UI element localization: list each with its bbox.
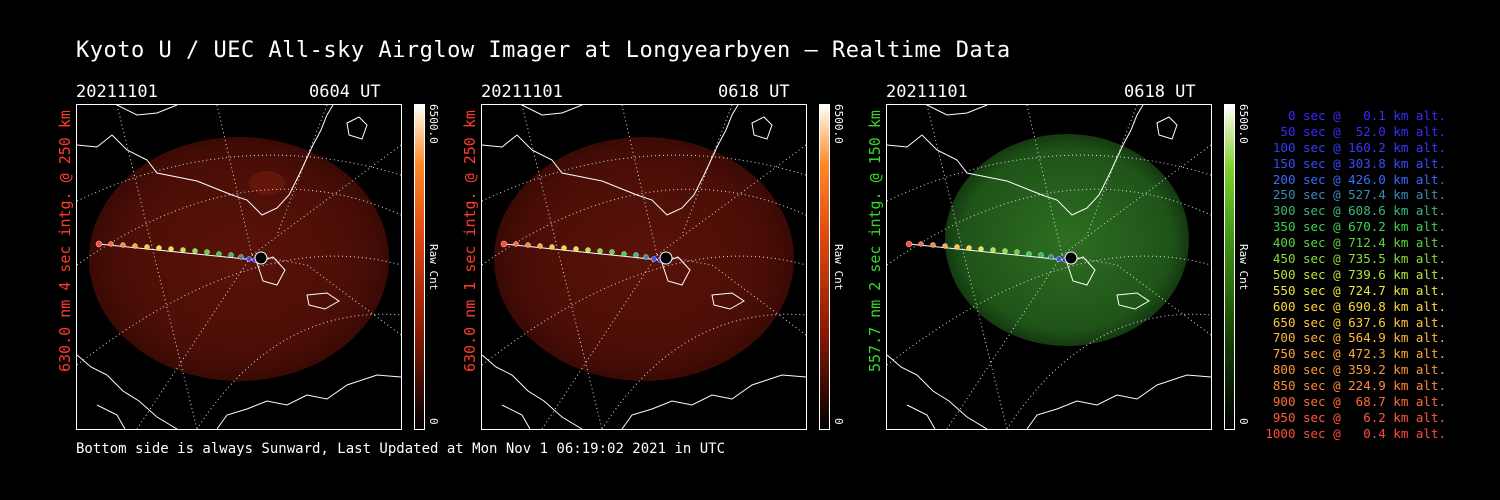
trajectory-point [144,244,150,250]
panel-2-time: 0618 UT [718,82,790,102]
trajectory-point [585,247,591,253]
trajectory-point [643,254,649,260]
trajectory-point [930,242,936,248]
panel-2-colorbar-label: Raw Cnt [832,244,845,291]
panel-2-airglow-image[interactable] [481,104,807,430]
legend-row: 100 sec @ 160.2 km alt. [1265,139,1446,155]
altitude-time-legend: 0 sec @ 0.1 km alt. 50 sec @ 52.0 km alt… [1262,108,1446,442]
trajectory-point [216,251,222,257]
trajectory-point [132,243,138,249]
legend-row: 150 sec @ 303.8 km alt. [1265,155,1446,171]
panel-1-colorbar-label: Raw Cnt [427,244,440,291]
trajectory-point [238,254,244,260]
trajectory-point [1026,251,1032,257]
legend-row: 200 sec @ 426.0 km alt. [1265,171,1446,187]
trajectory-point [1002,248,1008,254]
trajectory-point [537,243,543,249]
trajectory-point [954,244,960,250]
trajectory-point [513,241,519,247]
legend-row: 700 sec @ 564.9 km alt. [1265,330,1446,346]
panel-2-colorbar-max: 6500.0 [832,104,845,144]
trajectory-point [108,241,114,247]
legend-row: 500 sec @ 739.6 km alt. [1265,266,1446,282]
trajectory-point [120,242,126,248]
panel-1-date: 20211101 [76,82,158,102]
panel-3-date: 20211101 [886,82,968,102]
trajectory-point [561,245,567,251]
panel-3-time: 0618 UT [1124,82,1196,102]
panel-2-date: 20211101 [481,82,563,102]
trajectory-point [156,245,162,251]
trajectory-point [204,249,210,255]
panel-3-airglow-image[interactable] [886,104,1212,430]
trajectory-point [918,241,924,247]
legend-row: 50 sec @ 52.0 km alt. [1265,123,1446,139]
trajectory-point [228,252,234,258]
trajectory-point [549,244,555,250]
legend-row: 950 sec @ 6.2 km alt. [1265,409,1446,425]
panel-3-colorbar-label: Raw Cnt [1237,244,1250,291]
panel-2-map [482,105,806,429]
panel-1-colorbar-max: 6500.0 [427,104,440,144]
trajectory-point [978,246,984,252]
panel-1-airglow-image[interactable] [76,104,402,430]
panel-1-colorbar-min: 0 [427,418,440,425]
legend-row: 850 sec @ 224.9 km alt. [1265,378,1446,394]
legend-row: 600 sec @ 690.8 km alt. [1265,298,1446,314]
trajectory-point [966,245,972,251]
station-marker [659,251,673,265]
legend-row: 1000 sec @ 0.4 km alt. [1265,425,1446,441]
panel-1-time: 0604 UT [309,82,381,102]
panel-3-colorbar-min: 0 [1237,418,1250,425]
trajectory-point [95,240,103,248]
panel-1-wavelength-label: 630.0 nm 4 sec intg. @ 250 km [56,110,74,372]
panel-3-wavelength-label: 557.7 nm 2 sec intg. @ 150 km [866,110,884,372]
trajectory-point [500,240,508,248]
trajectory-point [246,256,252,262]
trajectory-point [525,242,531,248]
trajectory-point [1056,256,1062,262]
trajectory-point [651,256,657,262]
trajectory-point [609,249,615,255]
trajectory-point [168,246,174,252]
panel-1-colorbar [414,104,425,430]
panel-2-colorbar [819,104,830,430]
trajectory-point [942,243,948,249]
legend-row: 550 sec @ 724.7 km alt. [1265,282,1446,298]
legend-row: 250 sec @ 527.4 km alt. [1265,187,1446,203]
legend-row: 0 sec @ 0.1 km alt. [1265,108,1446,123]
page-title: Kyoto U / UEC All-sky Airglow Imager at … [76,38,1011,63]
legend-row: 350 sec @ 670.2 km alt. [1265,219,1446,235]
trajectory-point [990,247,996,253]
panel-1-map [77,105,401,429]
trajectory-point [597,248,603,254]
footer-status-text: Bottom side is always Sunward, Last Upda… [76,441,726,457]
station-marker [254,251,268,265]
station-marker [1064,251,1078,265]
panel-2-wavelength-label: 630.0 nm 1 sec intg. @ 250 km [461,110,479,372]
trajectory-point [192,248,198,254]
legend-row: 800 sec @ 359.2 km alt. [1265,362,1446,378]
legend-row: 750 sec @ 472.3 km alt. [1265,346,1446,362]
legend-row: 400 sec @ 712.4 km alt. [1265,235,1446,251]
panel-3-colorbar-max: 6500.0 [1237,104,1250,144]
trajectory-point [1038,252,1044,258]
panel-2-colorbar-min: 0 [832,418,845,425]
panel-3-map [887,105,1211,429]
trajectory-point [621,251,627,257]
trajectory-point [905,240,913,248]
legend-row: 650 sec @ 637.6 km alt. [1265,314,1446,330]
panel-3-colorbar [1224,104,1235,430]
trajectory-point [1048,254,1054,260]
legend-row: 900 sec @ 68.7 km alt. [1265,394,1446,410]
trajectory-point [633,252,639,258]
trajectory-point [573,246,579,252]
trajectory-point [1014,249,1020,255]
legend-row: 300 sec @ 608.6 km alt. [1265,203,1446,219]
legend-row: 450 sec @ 735.5 km alt. [1265,251,1446,267]
trajectory-point [180,247,186,253]
